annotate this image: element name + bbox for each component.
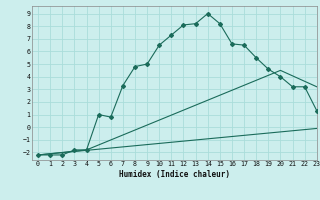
- X-axis label: Humidex (Indice chaleur): Humidex (Indice chaleur): [119, 170, 230, 179]
